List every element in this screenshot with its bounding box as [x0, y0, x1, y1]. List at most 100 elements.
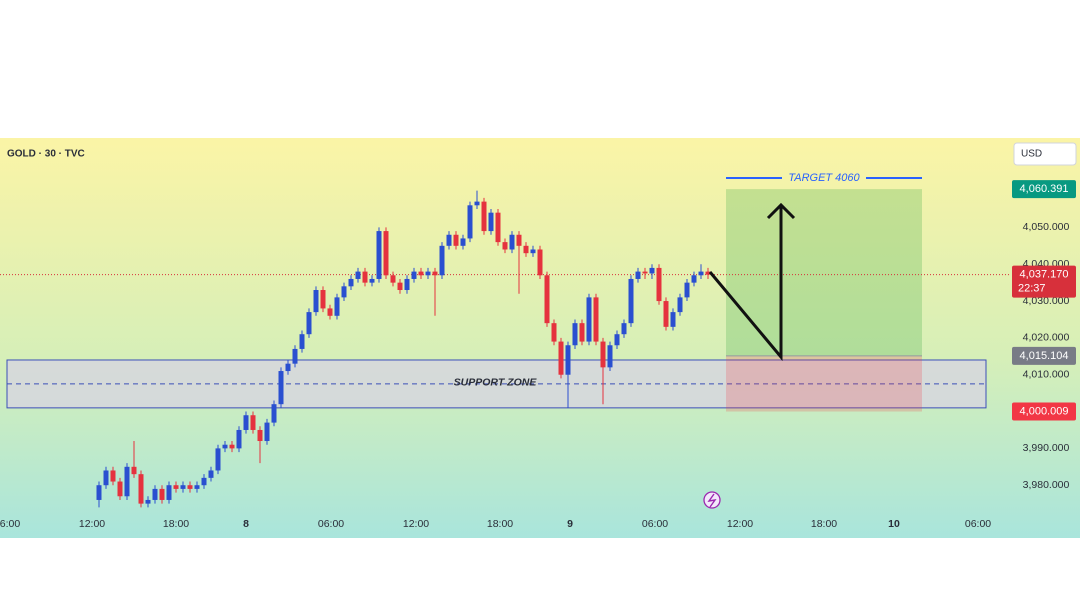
overlay-layer: SUPPORT ZONE TARGET 4060 [454, 172, 922, 509]
candle-body [404, 278, 410, 291]
candle-body [502, 242, 508, 250]
candle-body [383, 231, 389, 276]
candle-body [285, 363, 291, 372]
candle-body [495, 212, 501, 243]
event-icon-bolt [707, 493, 717, 508]
candle-body [600, 341, 606, 368]
candle-body [656, 267, 662, 302]
candle-body [425, 271, 431, 276]
candle-body [691, 275, 697, 283]
candle-body [579, 323, 585, 342]
candle-body [446, 234, 452, 246]
currency-label[interactable]: USD [1021, 149, 1042, 160]
candle-body [432, 271, 438, 276]
candle-body [677, 297, 683, 313]
candle-body [117, 481, 123, 497]
last-price-text: 4,037.170 [1020, 269, 1069, 281]
candle-body [334, 297, 340, 316]
candle-body [621, 323, 627, 335]
candle-body [684, 282, 690, 298]
candles-layer [96, 190, 711, 508]
candle-body [229, 444, 235, 449]
target-label: TARGET 4060 [788, 172, 860, 184]
candle-body [250, 415, 256, 430]
x-tick-label: 8 [243, 518, 249, 530]
x-tick-label: 18:00 [811, 518, 837, 530]
candle-body [460, 238, 466, 246]
x-tick-label: 06:00 [318, 518, 344, 530]
candle-body [110, 470, 116, 482]
candle-body [103, 470, 109, 486]
candle-body [313, 290, 319, 313]
y-tick-label: 4,030.000 [1023, 295, 1070, 307]
bar-countdown: 22:37 [1018, 283, 1046, 295]
entry-price-text: 4,015.104 [1020, 350, 1069, 362]
target-price-text: 4,060.391 [1020, 183, 1069, 195]
candle-body [96, 485, 102, 500]
projection-arrow [708, 207, 783, 362]
last-price-box [1012, 265, 1076, 298]
candle-body [390, 275, 396, 283]
candle-body [376, 231, 382, 279]
candle-body [523, 245, 529, 254]
candle-body [467, 205, 473, 239]
candle-body [453, 234, 459, 246]
candle-body [642, 271, 648, 274]
chart-background [0, 138, 1080, 538]
y-tick-label: 3,980.000 [1023, 479, 1070, 491]
support-zone-label: SUPPORT ZONE [454, 377, 538, 389]
candle-body [397, 282, 403, 291]
candle-body [565, 345, 571, 375]
x-tick-label: 06:00 [642, 518, 668, 530]
candle-body [558, 341, 564, 375]
candle-body [670, 312, 676, 327]
profit-zone [726, 189, 922, 356]
y-tick-label: 4,020.000 [1023, 332, 1070, 344]
candle-body [264, 422, 270, 442]
candle-body [327, 308, 333, 316]
candle-body [180, 485, 186, 489]
candle-body [138, 474, 144, 504]
stop-price-box [1012, 402, 1076, 421]
arrow-head [766, 202, 796, 220]
candle-body [124, 466, 130, 497]
candle-body [586, 297, 592, 342]
candle-body [152, 488, 158, 500]
candle-body [509, 234, 515, 250]
candle-body [166, 485, 172, 500]
candle-body [551, 323, 557, 342]
candle-body [243, 415, 249, 430]
candle-body [635, 271, 641, 279]
candle-body [705, 271, 711, 275]
candle-body [341, 286, 347, 298]
currency-button[interactable] [1013, 142, 1077, 166]
candle-body [516, 234, 522, 246]
candle-body [131, 466, 137, 475]
candle-body [236, 429, 242, 449]
candle-body [439, 245, 445, 276]
candle-body [271, 404, 277, 423]
entry-price-box [1012, 346, 1076, 365]
candle-body [257, 429, 263, 442]
candle-body [320, 290, 326, 309]
candle-body [292, 348, 298, 364]
candle-body [481, 201, 487, 232]
candle-body [369, 278, 375, 283]
candle-body [208, 470, 214, 478]
candle-body [607, 345, 613, 368]
candle-body [201, 477, 207, 486]
candle-body [649, 267, 655, 274]
x-tick-label: 12:00 [79, 518, 105, 530]
candle-body [488, 212, 494, 232]
candle-body [187, 485, 193, 489]
candle-body [411, 271, 417, 279]
candle-body [215, 448, 221, 471]
x-tick-label: 06:00 [965, 518, 991, 530]
candle-body [628, 278, 634, 324]
candle-body [306, 312, 312, 335]
candle-body [593, 297, 599, 342]
candle-body [572, 323, 578, 346]
candle-body [362, 271, 368, 283]
y-tick-label: 4,010.000 [1023, 369, 1070, 381]
